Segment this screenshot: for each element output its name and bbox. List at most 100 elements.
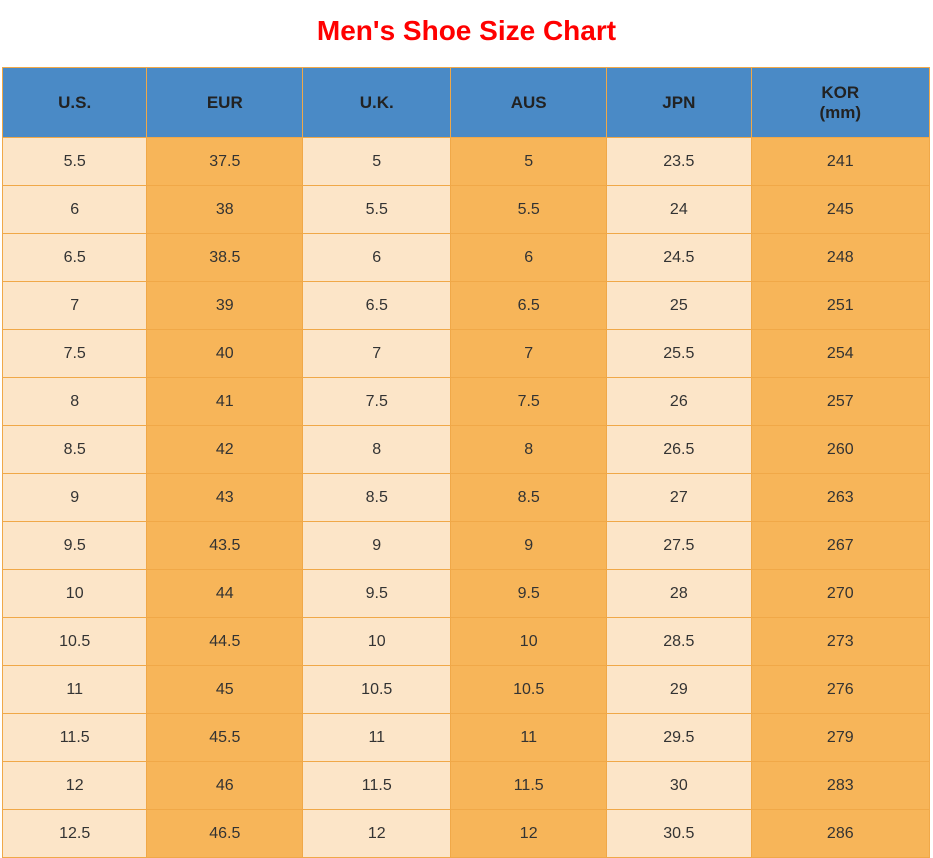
table-cell: 44.5 bbox=[147, 618, 303, 666]
table-row: 8.5428826.5260 bbox=[3, 426, 930, 474]
table-cell: 44 bbox=[147, 570, 303, 618]
table-cell: 7 bbox=[451, 330, 607, 378]
table-cell: 9.5 bbox=[3, 522, 147, 570]
table-cell: 37.5 bbox=[147, 138, 303, 186]
table-cell: 7 bbox=[303, 330, 451, 378]
table-cell: 28.5 bbox=[607, 618, 751, 666]
table-row: 12.546.5121230.5286 bbox=[3, 810, 930, 858]
table-cell: 267 bbox=[751, 522, 929, 570]
table-cell: 27.5 bbox=[607, 522, 751, 570]
table-cell: 263 bbox=[751, 474, 929, 522]
size-chart-table: U.S.EURU.K.AUSJPNKOR(mm) 5.537.55523.524… bbox=[2, 67, 930, 858]
table-cell: 248 bbox=[751, 234, 929, 282]
table-cell: 45.5 bbox=[147, 714, 303, 762]
table-cell: 283 bbox=[751, 762, 929, 810]
table-cell: 12.5 bbox=[3, 810, 147, 858]
table-cell: 9 bbox=[3, 474, 147, 522]
table-cell: 8 bbox=[303, 426, 451, 474]
table-row: 124611.511.530283 bbox=[3, 762, 930, 810]
table-column-header: U.K. bbox=[303, 68, 451, 138]
table-cell: 40 bbox=[147, 330, 303, 378]
table-column-header: U.S. bbox=[3, 68, 147, 138]
table-cell: 10.5 bbox=[3, 618, 147, 666]
table-cell: 43.5 bbox=[147, 522, 303, 570]
table-cell: 25 bbox=[607, 282, 751, 330]
table-row: 6385.55.524245 bbox=[3, 186, 930, 234]
table-cell: 10.5 bbox=[303, 666, 451, 714]
table-cell: 29 bbox=[607, 666, 751, 714]
table-cell: 45 bbox=[147, 666, 303, 714]
table-cell: 7.5 bbox=[451, 378, 607, 426]
table-row: 8417.57.526257 bbox=[3, 378, 930, 426]
table-cell: 273 bbox=[751, 618, 929, 666]
table-cell: 12 bbox=[451, 810, 607, 858]
table-cell: 257 bbox=[751, 378, 929, 426]
table-cell: 8.5 bbox=[451, 474, 607, 522]
table-row: 10.544.5101028.5273 bbox=[3, 618, 930, 666]
table-cell: 11.5 bbox=[451, 762, 607, 810]
table-cell: 11.5 bbox=[303, 762, 451, 810]
table-row: 6.538.56624.5248 bbox=[3, 234, 930, 282]
table-row: 5.537.55523.5241 bbox=[3, 138, 930, 186]
table-cell: 286 bbox=[751, 810, 929, 858]
table-cell: 26 bbox=[607, 378, 751, 426]
table-cell: 8.5 bbox=[3, 426, 147, 474]
table-row: 7396.56.525251 bbox=[3, 282, 930, 330]
table-cell: 42 bbox=[147, 426, 303, 474]
table-cell: 38.5 bbox=[147, 234, 303, 282]
table-cell: 245 bbox=[751, 186, 929, 234]
table-cell: 27 bbox=[607, 474, 751, 522]
table-row: 9438.58.527263 bbox=[3, 474, 930, 522]
table-cell: 30 bbox=[607, 762, 751, 810]
table-cell: 6 bbox=[3, 186, 147, 234]
table-cell: 10 bbox=[451, 618, 607, 666]
table-cell: 254 bbox=[751, 330, 929, 378]
table-column-header: AUS bbox=[451, 68, 607, 138]
table-cell: 28 bbox=[607, 570, 751, 618]
table-cell: 10 bbox=[3, 570, 147, 618]
table-cell: 10 bbox=[303, 618, 451, 666]
table-cell: 7 bbox=[3, 282, 147, 330]
table-column-header: JPN bbox=[607, 68, 751, 138]
table-cell: 6.5 bbox=[303, 282, 451, 330]
table-row: 9.543.59927.5267 bbox=[3, 522, 930, 570]
table-header-row: U.S.EURU.K.AUSJPNKOR(mm) bbox=[3, 68, 930, 138]
table-cell: 26.5 bbox=[607, 426, 751, 474]
table-cell: 5 bbox=[451, 138, 607, 186]
table-cell: 9 bbox=[451, 522, 607, 570]
table-cell: 8 bbox=[3, 378, 147, 426]
table-cell: 11 bbox=[451, 714, 607, 762]
table-cell: 9.5 bbox=[451, 570, 607, 618]
table-cell: 279 bbox=[751, 714, 929, 762]
table-row: 7.5407725.5254 bbox=[3, 330, 930, 378]
table-cell: 24 bbox=[607, 186, 751, 234]
table-cell: 46.5 bbox=[147, 810, 303, 858]
table-cell: 5 bbox=[303, 138, 451, 186]
table-cell: 6.5 bbox=[451, 282, 607, 330]
table-cell: 6 bbox=[303, 234, 451, 282]
table-cell: 6.5 bbox=[3, 234, 147, 282]
table-cell: 10.5 bbox=[451, 666, 607, 714]
table-cell: 9 bbox=[303, 522, 451, 570]
table-cell: 11.5 bbox=[3, 714, 147, 762]
table-cell: 43 bbox=[147, 474, 303, 522]
table-row: 11.545.5111129.5279 bbox=[3, 714, 930, 762]
table-cell: 241 bbox=[751, 138, 929, 186]
table-cell: 7.5 bbox=[303, 378, 451, 426]
table-cell: 270 bbox=[751, 570, 929, 618]
table-cell: 23.5 bbox=[607, 138, 751, 186]
table-cell: 6 bbox=[451, 234, 607, 282]
table-cell: 30.5 bbox=[607, 810, 751, 858]
table-cell: 24.5 bbox=[607, 234, 751, 282]
table-cell: 8 bbox=[451, 426, 607, 474]
table-cell: 12 bbox=[3, 762, 147, 810]
table-column-header: EUR bbox=[147, 68, 303, 138]
table-cell: 38 bbox=[147, 186, 303, 234]
table-cell: 276 bbox=[751, 666, 929, 714]
table-row: 114510.510.529276 bbox=[3, 666, 930, 714]
table-row: 10449.59.528270 bbox=[3, 570, 930, 618]
table-cell: 11 bbox=[3, 666, 147, 714]
table-cell: 29.5 bbox=[607, 714, 751, 762]
table-cell: 5.5 bbox=[451, 186, 607, 234]
table-cell: 5.5 bbox=[303, 186, 451, 234]
